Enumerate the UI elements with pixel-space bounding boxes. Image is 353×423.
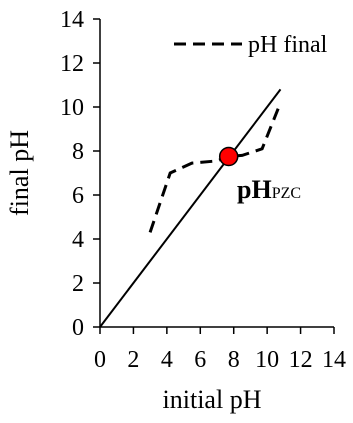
y-tick-label: 8 [72, 139, 84, 165]
y-tick-label: 14 [60, 7, 84, 33]
x-tick-label: 0 [94, 347, 106, 373]
x-tick-label: 6 [194, 347, 206, 373]
axes [99, 19, 334, 328]
x-tick-label: 8 [228, 347, 240, 373]
x-tick-label: 12 [289, 347, 313, 373]
y-tick-label: 6 [72, 183, 84, 209]
x-axis-title: initial pH [163, 385, 262, 414]
legend: pH final [174, 32, 328, 58]
x-tick-label: 2 [127, 347, 139, 373]
series-reference-line [99, 88, 282, 328]
legend-label: pH final [248, 32, 328, 58]
y-tick-label: 4 [72, 227, 84, 253]
y-tick-label: 0 [72, 315, 84, 341]
x-tick-label: 14 [322, 347, 346, 373]
series [99, 88, 282, 328]
y-axis-title: final pH [5, 130, 34, 216]
x-tick-label: 4 [161, 347, 173, 373]
series-ph-final-line [148, 106, 281, 233]
y-tick-label: 12 [60, 51, 84, 77]
x-tick-label: 10 [255, 347, 279, 373]
y-tick-label: 10 [60, 95, 84, 121]
annotations: pHPZC [218, 146, 301, 204]
y-tick-label: 2 [72, 271, 84, 297]
pzc-label: pHPZC [237, 175, 301, 204]
pzc-point [218, 146, 239, 167]
